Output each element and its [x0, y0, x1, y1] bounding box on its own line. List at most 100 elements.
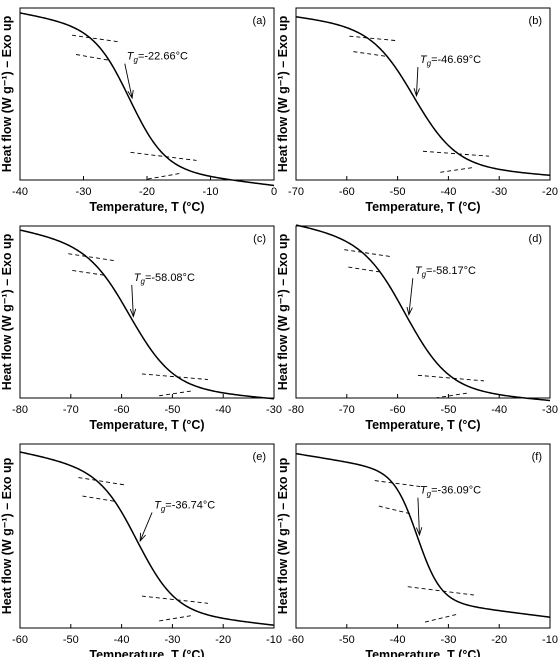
- tg-symbol: T: [154, 499, 162, 511]
- tangent-endset-steep: [435, 392, 468, 399]
- tg-annotation: Tg=-58.17°C: [415, 265, 476, 279]
- x-tick-label: -60: [114, 404, 130, 416]
- dsc-curve: [19, 229, 275, 400]
- x-tick-label: -30: [440, 634, 456, 646]
- panel-label: (f): [532, 451, 542, 463]
- x-tick-label: -10: [266, 634, 282, 646]
- tangent-onset-steep: [72, 270, 105, 276]
- x-tick-label: -10: [542, 634, 558, 646]
- x-tick-label: -60: [12, 634, 28, 646]
- tg-arrow-head: [127, 90, 134, 100]
- x-tick-label: -80: [288, 404, 304, 416]
- x-tick-label: -50: [339, 634, 355, 646]
- x-tick-label: -80: [12, 404, 28, 416]
- tg-annotation: Tg=-36.09°C: [420, 485, 481, 499]
- x-tick-label: -40: [390, 634, 406, 646]
- dsc-curve: [295, 224, 551, 402]
- y-axis-title: Heat flow (W g⁻¹) – Exo up: [0, 233, 14, 390]
- tg-annotation: Tg=-58.08°C: [134, 272, 195, 286]
- tangent-endset-steep: [440, 167, 473, 173]
- x-tick-label: -30: [266, 404, 282, 416]
- tangent-onset: [349, 35, 398, 42]
- tg-symbol: T: [134, 272, 142, 284]
- x-tick-label: -30: [491, 186, 507, 198]
- tg-value: =-46.69°C: [431, 54, 481, 66]
- chart-panel-b: -70 -60 -50 -40 -30 -20 Temperature, T (°C) Hea…: [276, 7, 558, 214]
- panel-label: (d): [529, 233, 542, 245]
- x-tick-label: -30: [76, 186, 92, 198]
- x-tick-label: -10: [203, 186, 219, 198]
- plot-frame: [295, 443, 551, 629]
- tg-annotation: Tg=-22.66°C: [127, 51, 188, 65]
- panel-label: (c): [253, 233, 266, 245]
- chart-panel-e: -60 -50 -40 -30 -20 -10 Temperature, T (°C) Hea…: [0, 443, 282, 657]
- dsc-curve: [295, 452, 551, 618]
- tangent-onset: [72, 34, 121, 43]
- x-tick-label: -40: [440, 186, 456, 198]
- x-tick-label: -50: [390, 186, 406, 198]
- tangent-onset-steep: [353, 51, 386, 57]
- tg-subscript: g: [140, 277, 145, 286]
- tg-subscript: g: [427, 490, 432, 499]
- x-tick-label: -70: [288, 186, 304, 198]
- tangent-onset-steep: [76, 54, 109, 61]
- plot-frame: [295, 7, 551, 181]
- y-axis-title: Heat flow (W g⁻¹) – Exo up: [276, 457, 290, 614]
- x-tick-label: -20: [491, 634, 507, 646]
- tg-arrow-head: [406, 306, 413, 317]
- tangent-endset-steep: [424, 613, 458, 623]
- y-axis-title: Heat flow (W g⁻¹) – Exo up: [276, 15, 290, 172]
- tg-symbol: T: [127, 51, 135, 63]
- x-tick-label: -40: [215, 404, 231, 416]
- x-axis-title: Temperature, T (°C): [89, 648, 204, 657]
- x-tick-label: -70: [63, 404, 79, 416]
- panel-label: (e): [253, 451, 266, 463]
- x-axis-title: Temperature, T (°C): [365, 418, 480, 432]
- tg-arrow-line: [417, 497, 420, 535]
- tg-annotation: Tg=-46.69°C: [420, 54, 481, 68]
- tg-arrow-line: [139, 512, 153, 542]
- x-axis-title: Temperature, T (°C): [365, 200, 480, 214]
- y-axis-title: Heat flow (W g⁻¹) – Exo up: [0, 457, 14, 614]
- x-tick-label: -50: [440, 404, 456, 416]
- tangent-onset: [78, 477, 127, 486]
- x-tick-label: -60: [339, 186, 355, 198]
- y-axis-title: Heat flow (W g⁻¹) – Exo up: [276, 233, 290, 390]
- x-tick-label: -20: [542, 186, 558, 198]
- tangent-onset: [374, 480, 424, 488]
- x-tick-label: -40: [491, 404, 507, 416]
- dsc-curve: [19, 451, 275, 626]
- tg-value: =-36.74°C: [165, 499, 215, 511]
- tg-arrow-head: [139, 532, 146, 543]
- plot-frame: [19, 225, 275, 399]
- dsc-curve: [295, 16, 551, 177]
- x-axis-title: Temperature, T (°C): [89, 200, 204, 214]
- tangent-onset-steep: [348, 266, 381, 273]
- tg-subscript: g: [422, 270, 427, 279]
- x-tick-label: -40: [12, 186, 28, 198]
- tg-symbol: T: [420, 54, 428, 66]
- tangent-onset: [68, 253, 117, 262]
- tg-subscript: g: [161, 504, 166, 513]
- tangent-onset-steep: [82, 495, 115, 502]
- x-tick-label: 0: [271, 186, 277, 198]
- plot-frame: [295, 225, 551, 399]
- x-tick-label: -60: [390, 404, 406, 416]
- tangent-endset-steep: [159, 390, 192, 397]
- chart-panel-c: -80 -70 -60 -50 -40 -30 Temperature, T (°C) Hea…: [0, 225, 282, 432]
- tg-value: =-22.66°C: [138, 51, 188, 63]
- tg-arrow-head: [413, 88, 420, 98]
- plot-frame: [19, 443, 275, 629]
- tg-value: =-58.08°C: [145, 272, 195, 284]
- tangent-endset-steep: [147, 173, 180, 180]
- tg-arrow-line: [415, 67, 419, 96]
- tg-arrow-head: [415, 527, 423, 537]
- x-tick-label: -40: [114, 634, 130, 646]
- panel-label: (a): [253, 15, 266, 27]
- x-tick-label: -30: [542, 404, 558, 416]
- x-tick-label: -20: [139, 186, 155, 198]
- tg-arrow-head: [129, 308, 137, 318]
- y-axis-title: Heat flow (W g⁻¹) – Exo up: [0, 15, 14, 172]
- x-tick-label: -50: [164, 404, 180, 416]
